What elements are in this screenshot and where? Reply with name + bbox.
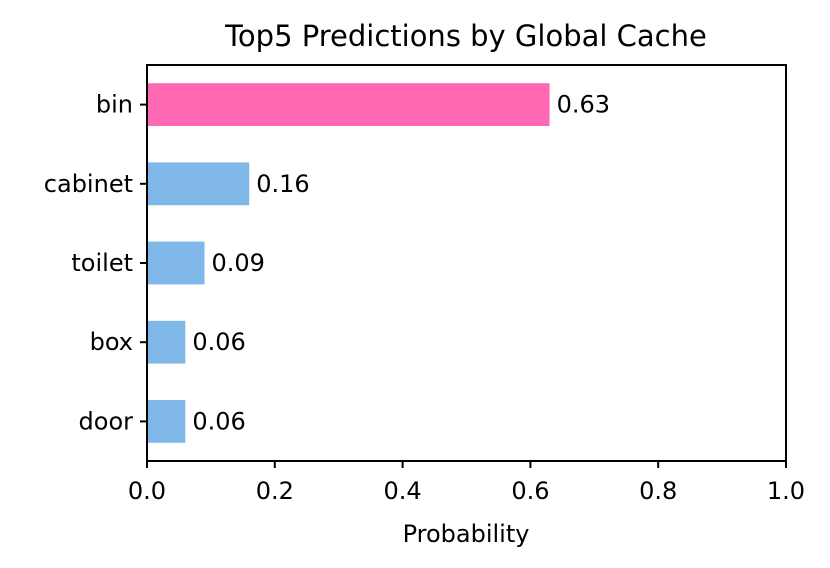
value-label-bin: 0.63 [557,91,610,119]
value-label-toilet: 0.09 [212,249,265,277]
plot-frame [146,64,787,462]
value-labels-group: 0.63 0.16 0.09 0.06 0.06 [192,91,610,436]
value-label-door: 0.06 [192,407,245,435]
x-axis-ticks: 0.0 0.2 0.4 0.6 0.8 1.0 [128,461,805,505]
x-tick-label-3: 0.6 [511,477,549,505]
value-label-box: 0.06 [192,328,245,356]
bar-box [147,320,186,364]
y-tick-label-door: door [79,407,134,435]
y-tick-label-bin: bin [96,91,133,119]
bar-cabinet [147,162,250,206]
y-tick-label-toilet: toilet [71,249,133,277]
y-tick-label-box: box [90,328,133,356]
bar-toilet [147,241,205,285]
x-axis-label: Probability [403,520,530,548]
bar-door [147,400,186,443]
x-tick-label-5: 1.0 [767,477,805,505]
bars-group [147,83,550,443]
y-axis-ticks: bin cabinet toilet box door [44,91,147,435]
x-tick-label-1: 0.2 [256,477,294,505]
x-tick-label-0: 0.0 [128,477,166,505]
y-tick-label-cabinet: cabinet [44,170,133,198]
value-label-cabinet: 0.16 [256,170,309,198]
bar-bin [147,83,550,126]
chart-title: Top5 Predictions by Global Cache [224,19,707,53]
x-tick-label-4: 0.8 [639,477,677,505]
x-tick-label-2: 0.4 [384,477,422,505]
